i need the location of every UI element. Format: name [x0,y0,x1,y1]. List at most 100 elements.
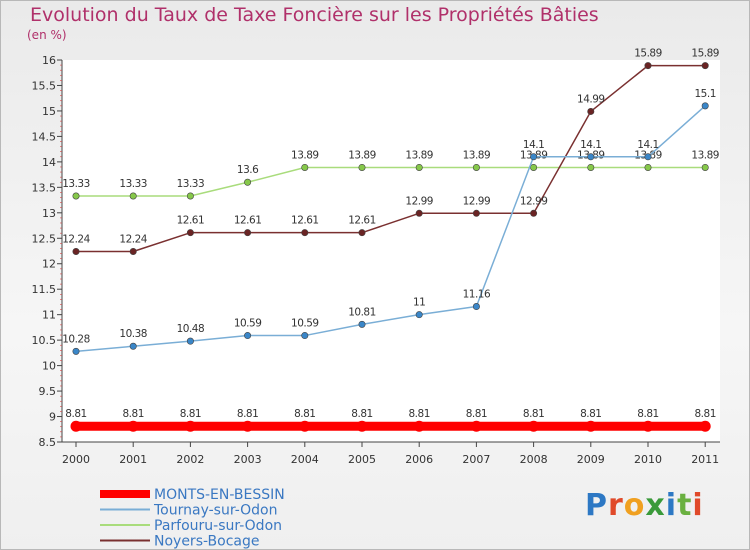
data-point [644,153,652,161]
data-label: 15.1 [695,88,716,100]
data-point [244,332,252,340]
y-tick-label: 14.5 [32,130,57,143]
data-label: 11 [413,297,425,309]
data-point [472,303,480,311]
y-tick-label: 16 [42,54,56,67]
x-tick-label: 2011 [691,453,719,466]
data-label: 8.81 [180,408,201,420]
data-label: 8.81 [466,408,487,420]
y-tick-label: 10.5 [32,334,57,347]
data-point [72,248,80,256]
y-tick-label: 9.5 [39,385,57,398]
data-label: 8.81 [294,408,315,420]
data-label: 8.81 [123,408,144,420]
data-point [186,337,194,345]
data-label: 13.33 [177,178,205,190]
y-unit-label: (en %) [27,28,67,42]
x-tick-label: 2008 [520,453,548,466]
data-label: 8.81 [409,408,430,420]
series-line-noyers-bocage [76,64,706,253]
x-tick-label: 2009 [577,453,605,466]
data-label: 12.61 [234,215,262,227]
logo-letter: t [677,488,693,523]
data-label: 12.61 [177,215,205,227]
logo-letter: i [692,488,704,523]
data-label: 12.24 [119,234,147,246]
data-point [358,163,366,171]
legend-label: Parfouru-sur-Odon [154,518,282,534]
data-point [472,209,480,217]
y-tick-label: 15 [42,105,56,118]
data-point [644,163,652,171]
data-point [242,420,254,432]
plot-area [62,60,720,442]
data-label: 11.16 [463,289,491,301]
data-label: 12.99 [405,195,433,207]
data-point [129,248,137,256]
legend-label: Noyers-Bocage [154,534,260,550]
data-point [244,178,252,186]
y-tick-label: 15.5 [32,79,57,92]
data-point [186,229,194,237]
data-point [299,420,311,432]
data-point [186,192,194,200]
data-label: 13.6 [237,164,259,176]
data-label: 13.89 [691,149,719,161]
data-label: 8.81 [580,408,601,420]
data-point [72,192,80,200]
data-label: 13.89 [348,149,376,161]
y-tick-label: 9 [49,411,56,424]
data-label: 13.89 [463,149,491,161]
series-line-tournay-sur-odon [75,105,706,353]
x-tick-label: 2006 [405,453,433,466]
data-label: 14.1 [580,139,601,151]
data-point [528,420,540,432]
data-label: 8.81 [237,408,258,420]
data-point [701,163,709,171]
logo-letter: o [623,488,646,523]
logo-letter: P [585,488,608,523]
x-tick-label: 2000 [62,453,90,466]
data-label: 14.99 [577,93,605,105]
data-label: 12.99 [520,195,548,207]
y-tick-label: 13.5 [32,181,57,194]
y-tick-label: 13 [42,207,56,220]
data-point [587,153,595,161]
data-label: 10.48 [177,323,205,335]
data-point [413,420,425,432]
data-point [356,420,368,432]
data-point [301,163,309,171]
data-point [701,62,709,70]
data-point [70,420,82,432]
x-tick-label: 2010 [634,453,662,466]
data-point [244,229,252,237]
data-label: 15.89 [691,48,719,60]
legend-label: Tournay-sur-Odon [153,503,277,519]
logo-letter: x [645,488,666,523]
data-point [127,420,139,432]
data-label: 8.81 [65,408,86,420]
data-point [472,163,480,171]
proxiti-logo: Proxiti [585,488,704,523]
logo-letter: r [608,488,624,523]
data-label: 13.89 [291,149,319,161]
x-tick-label: 2003 [234,453,262,466]
data-label: 10.59 [234,318,262,330]
data-label: 15.89 [634,48,662,60]
data-point [585,420,597,432]
x-tick-label: 2005 [348,453,376,466]
y-tick-label: 8.5 [39,436,57,449]
data-point [129,342,137,350]
chart-title: Evolution du Taux de Taxe Foncière sur l… [30,4,599,26]
legend-label: MONTS-EN-BESSIN [154,487,285,503]
data-point [301,332,309,340]
data-point [415,311,423,319]
data-point [699,420,711,432]
x-tick-label: 2004 [291,453,319,466]
data-point [184,420,196,432]
y-tick-label: 14 [42,156,56,169]
x-tick-label: 2002 [176,453,204,466]
data-label: 13.33 [119,178,147,190]
data-point [701,102,709,110]
